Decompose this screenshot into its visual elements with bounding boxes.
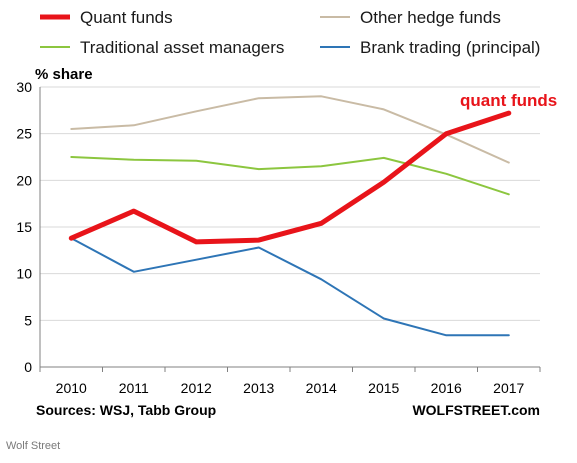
y-tick-label: 10 — [16, 266, 32, 282]
y-tick-label: 15 — [16, 219, 32, 235]
sources-note: Sources: WSJ, Tabb Group — [36, 402, 216, 418]
x-tick-label: 2017 — [493, 380, 524, 396]
y-tick-label: 30 — [16, 79, 32, 95]
x-tick-label: 2013 — [243, 380, 274, 396]
legend-label: Quant funds — [80, 8, 173, 27]
legend-label: Brank trading (principal) — [360, 38, 540, 57]
brand-mark: WOLFSTREET.com — [412, 402, 540, 418]
legend-label: Other hedge funds — [360, 8, 501, 27]
y-tick-label: 0 — [24, 359, 32, 375]
x-tick-label: 2016 — [431, 380, 462, 396]
series-line-2 — [70, 156, 510, 196]
series-line-0 — [68, 110, 512, 245]
series-line-3 — [70, 237, 510, 337]
quant-funds-annotation: quant funds — [460, 91, 557, 110]
x-tick-label: 2010 — [56, 380, 87, 396]
x-axis-ticks: 2010 2011 2012 2013 2014 2015 2016 2017 — [39, 367, 541, 396]
y-axis-label: % share — [35, 66, 93, 83]
x-tick-label: 2015 — [368, 380, 399, 396]
x-tick-label: 2012 — [181, 380, 212, 396]
x-tick-label: 2011 — [119, 380, 149, 396]
series-line-1 — [70, 95, 510, 164]
y-tick-label: 5 — [24, 312, 32, 328]
series-lines — [68, 95, 512, 337]
y-tick-label: 25 — [16, 126, 32, 142]
gridlines — [39, 86, 540, 368]
y-tick-label: 20 — [16, 172, 32, 188]
x-tick-label: 2014 — [306, 380, 337, 396]
y-axis-ticks: 0 5 10 15 20 25 30 — [16, 79, 32, 375]
image-credit: Wolf Street — [6, 440, 61, 452]
legend-label: Traditional asset managers — [80, 38, 284, 57]
legend: Quant funds Other hedge funds Traditional … — [40, 8, 540, 57]
